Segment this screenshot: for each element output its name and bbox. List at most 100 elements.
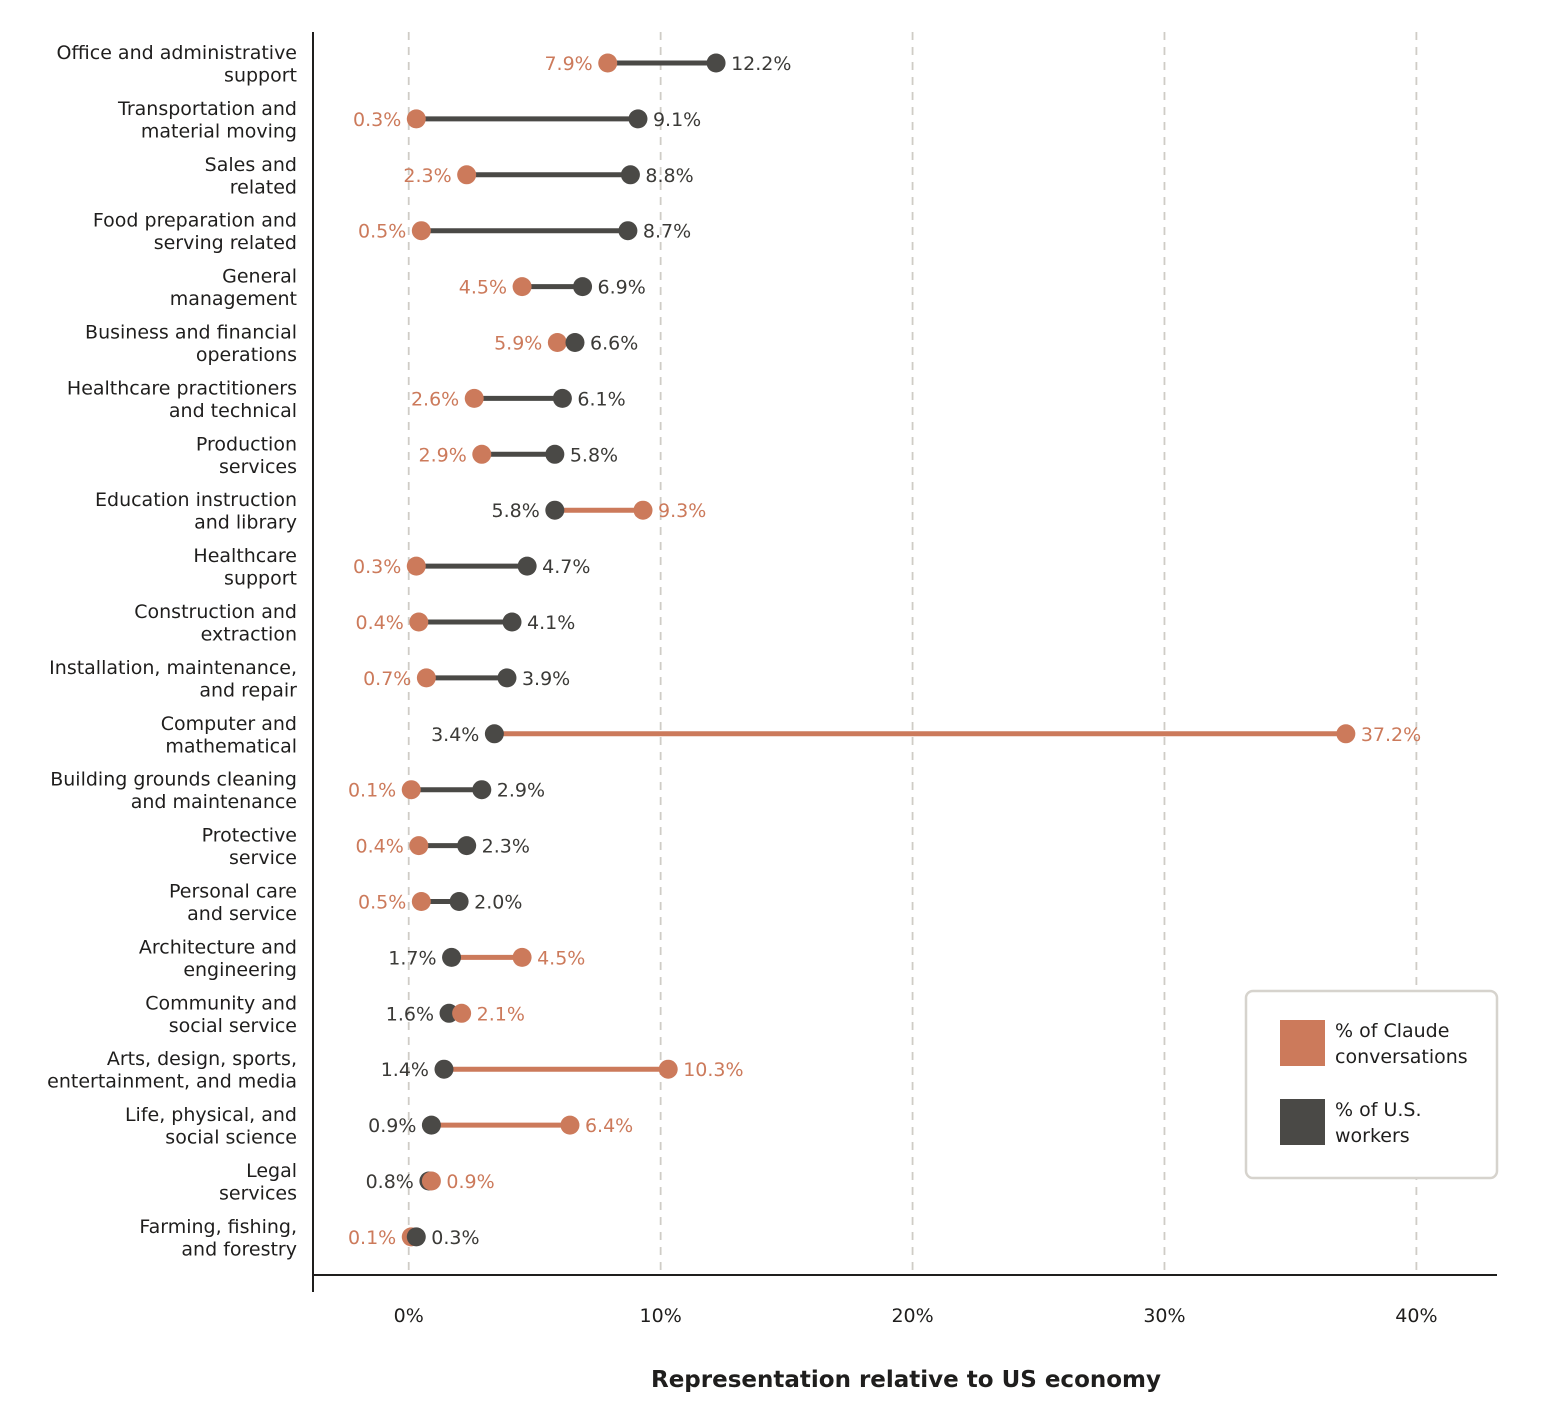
data-rows: 7.9% 12.2% 0.3% 9.1% 2.3% 8.8% 0.5% 8.7% 4.5% 6.9…: [348, 53, 1421, 1249]
workers-dot: [484, 724, 504, 744]
workers-value-label: 0.3%: [431, 1227, 479, 1249]
data-row: 3.4% 37.2%: [431, 724, 1421, 746]
claude-dot: [472, 444, 492, 464]
category-label: Healthcare practitioners and technical: [67, 377, 297, 422]
workers-value-label: 2.3%: [482, 836, 530, 858]
workers-value-label: 1.6%: [386, 1003, 434, 1025]
workers-dot: [421, 1115, 441, 1135]
category-label: Life, physical, and social science: [125, 1104, 297, 1149]
claude-dot: [452, 1003, 472, 1023]
claude-value-label: 0.4%: [356, 836, 404, 858]
category-label: Community and social service: [145, 992, 297, 1037]
category-labels: Office and administrative support Transpor…: [47, 42, 297, 1260]
x-tick-label: 20%: [891, 1305, 933, 1327]
data-row: 5.8% 9.3%: [492, 500, 707, 522]
category-label: Office and administrative support: [56, 42, 297, 87]
data-row: 4.5% 6.9%: [459, 277, 646, 299]
workers-dot: [497, 668, 517, 688]
data-row: 1.6% 2.1%: [386, 1003, 525, 1025]
workers-value-label: 6.9%: [598, 277, 646, 299]
x-tick-label: 30%: [1143, 1305, 1185, 1327]
claude-dot: [406, 556, 426, 576]
claude-dot: [560, 1115, 580, 1135]
claude-value-label: 2.6%: [411, 388, 459, 410]
workers-dot: [620, 165, 640, 185]
data-row: 5.9% 6.6%: [494, 333, 638, 355]
workers-dot: [545, 444, 565, 464]
claude-dot: [547, 333, 567, 352]
claude-dot: [401, 780, 421, 800]
category-label: Architecture and engineering: [139, 936, 297, 981]
data-row: 0.8% 0.9%: [366, 1171, 495, 1193]
claude-dot: [633, 500, 653, 520]
workers-dot: [517, 556, 537, 576]
claude-value-label: 5.9%: [494, 333, 542, 355]
claude-value-label: 0.3%: [353, 556, 401, 578]
workers-dot: [502, 612, 522, 632]
category-label: Education instruction and library: [95, 489, 297, 534]
workers-value-label: 4.1%: [527, 612, 575, 634]
workers-value-label: 3.4%: [431, 724, 479, 746]
data-row: 1.7% 4.5%: [388, 947, 585, 969]
claude-value-label: 6.4%: [585, 1115, 633, 1137]
workers-value-label: 0.9%: [368, 1115, 416, 1137]
category-label: Installation, maintenance, and repair: [49, 657, 297, 702]
claude-dot: [411, 221, 431, 241]
category-label: Construction and extraction: [134, 601, 297, 646]
x-axis-label: Representation relative to US economy: [651, 1367, 1161, 1393]
claude-value-label: 0.4%: [356, 612, 404, 634]
category-label: Transportation and material moving: [117, 98, 297, 142]
workers-dot: [706, 53, 726, 73]
claude-value-label: 0.1%: [348, 1227, 396, 1249]
data-row: 0.3% 4.7%: [353, 556, 590, 578]
claude-value-label: 0.3%: [353, 109, 401, 131]
claude-value-label: 4.5%: [537, 947, 585, 969]
workers-dot: [442, 947, 462, 967]
data-row: 0.9% 6.4%: [368, 1115, 633, 1137]
legend-swatch-workers: [1280, 1099, 1325, 1145]
x-tick-label: 10%: [640, 1305, 682, 1327]
category-label: Farming, fishing, and forestry: [139, 1216, 297, 1261]
claude-dot: [411, 892, 431, 911]
claude-dot: [1336, 724, 1356, 744]
workers-dot: [565, 333, 585, 352]
claude-value-label: 9.3%: [658, 500, 706, 522]
workers-value-label: 1.4%: [381, 1059, 429, 1081]
workers-dot: [628, 109, 648, 129]
data-row: 2.6% 6.1%: [411, 388, 626, 410]
workers-value-label: 0.8%: [366, 1171, 414, 1193]
category-label: Business and financial operations: [85, 322, 297, 367]
category-label: Arts, design, sports, entertainment, and …: [47, 1048, 297, 1093]
workers-value-label: 6.1%: [577, 388, 625, 410]
claude-dot: [409, 836, 429, 856]
claude-value-label: 2.1%: [477, 1003, 525, 1025]
claude-value-label: 0.9%: [446, 1171, 494, 1193]
category-label: Computer and mathematical: [161, 713, 297, 758]
claude-dot: [409, 612, 429, 632]
workers-dot: [573, 277, 593, 297]
workers-value-label: 2.0%: [474, 892, 522, 914]
x-tick-label: 0%: [394, 1305, 424, 1327]
legend-label-claude: % of Claude conversations: [1335, 1020, 1468, 1068]
claude-dot: [421, 1171, 441, 1191]
workers-dot: [406, 1227, 426, 1247]
workers-value-label: 8.7%: [643, 221, 691, 243]
claude-value-label: 2.9%: [419, 444, 467, 466]
category-label: Protective service: [202, 825, 297, 870]
claude-value-label: 2.3%: [403, 165, 451, 187]
workers-value-label: 5.8%: [492, 500, 540, 522]
workers-value-label: 5.8%: [570, 444, 618, 466]
data-row: 0.7% 3.9%: [363, 668, 570, 690]
category-label: Food preparation and serving related: [93, 210, 297, 255]
claude-dot: [598, 53, 618, 73]
claude-value-label: 10.3%: [683, 1059, 743, 1081]
axes: [312, 32, 1497, 1292]
workers-dot: [449, 892, 469, 911]
category-label: Personal care and service: [169, 881, 297, 926]
data-row: 0.1% 0.3%: [348, 1227, 480, 1249]
data-row: 7.9% 12.2%: [544, 53, 791, 75]
workers-dot: [552, 388, 572, 408]
workers-dot: [457, 836, 477, 856]
claude-dot: [457, 165, 477, 185]
